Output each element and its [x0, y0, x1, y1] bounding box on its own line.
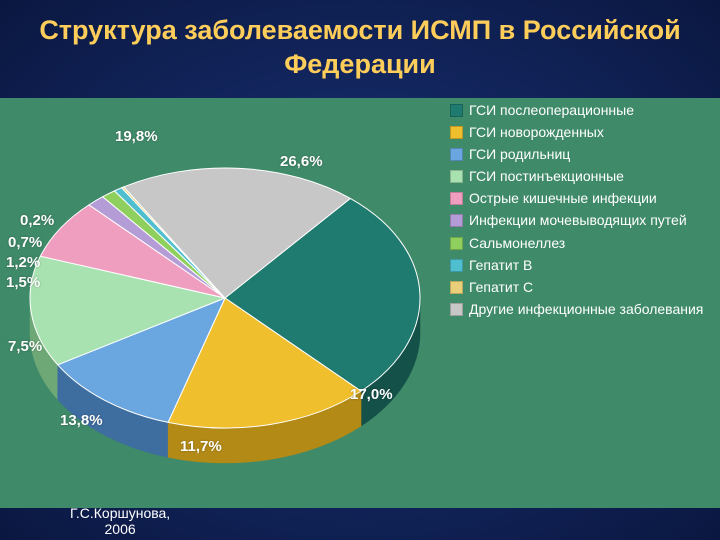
- legend-swatch: [450, 104, 463, 117]
- chart-area: 26,6% 17,0% 11,7% 13,8% 7,5% 1,5% 1,2% 0,7% 0,2%…: [0, 98, 720, 508]
- legend-item: Инфекции мочевыводящих путей: [450, 212, 710, 228]
- slide-title: Структура заболеваемости ИСМП в Российск…: [0, 0, 720, 88]
- legend-swatch: [450, 259, 463, 272]
- data-label: 26,6%: [280, 153, 323, 170]
- legend-label: Сальмонеллез: [469, 235, 710, 251]
- data-label: 0,2%: [20, 212, 54, 229]
- legend-label: Гепатит С: [469, 279, 710, 295]
- data-label: 11,7%: [180, 438, 222, 455]
- legend-label: Острые кишечные инфекции: [469, 190, 710, 206]
- legend-item: Гепатит С: [450, 279, 710, 295]
- source-citation: Г.С.Коршунова,2006: [70, 506, 170, 537]
- legend-swatch: [450, 170, 463, 183]
- data-label: 1,5%: [6, 274, 40, 291]
- data-label: 0,7%: [8, 234, 42, 251]
- data-label: 17,0%: [350, 386, 393, 403]
- legend-label: Гепатит В: [469, 257, 710, 273]
- legend-swatch: [450, 148, 463, 161]
- legend: ГСИ послеоперационные ГСИ новорожденных ГС…: [450, 102, 710, 323]
- legend-item: Гепатит В: [450, 257, 710, 273]
- legend-label: ГСИ постинъекционные: [469, 168, 710, 184]
- legend-label: Инфекции мочевыводящих путей: [469, 212, 710, 228]
- legend-label: ГСИ послеоперационные: [469, 102, 710, 118]
- data-label: 7,5%: [8, 338, 42, 355]
- legend-item: ГСИ родильниц: [450, 146, 710, 162]
- legend-swatch: [450, 126, 463, 139]
- legend-item: ГСИ новорожденных: [450, 124, 710, 140]
- legend-item: ГСИ постинъекционные: [450, 168, 710, 184]
- data-label: 13,8%: [60, 412, 103, 429]
- legend-label: ГСИ родильниц: [469, 146, 710, 162]
- legend-item: Острые кишечные инфекции: [450, 190, 710, 206]
- legend-item: ГСИ послеоперационные: [450, 102, 710, 118]
- legend-label: ГСИ новорожденных: [469, 124, 710, 140]
- pie-chart: [0, 98, 460, 508]
- legend-swatch: [450, 237, 463, 250]
- legend-item: Другие инфекционные заболевания: [450, 301, 710, 317]
- legend-swatch: [450, 192, 463, 205]
- legend-label: Другие инфекционные заболевания: [469, 301, 710, 317]
- data-label: 19,8%: [115, 128, 158, 145]
- data-label: 1,2%: [6, 254, 40, 271]
- legend-swatch: [450, 303, 463, 316]
- legend-swatch: [450, 214, 463, 227]
- legend-item: Сальмонеллез: [450, 235, 710, 251]
- legend-swatch: [450, 281, 463, 294]
